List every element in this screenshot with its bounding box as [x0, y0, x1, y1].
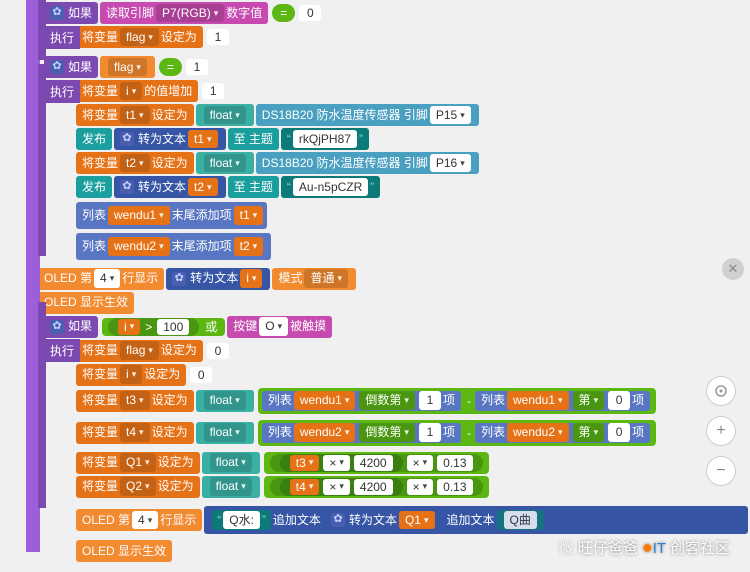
publish-2[interactable]: 发布 — [76, 176, 112, 198]
concat-text[interactable]: “ Q水: ” 追加文本 转为文本 Q1 追加文本 Q曲 — [204, 506, 748, 535]
val-1b[interactable]: 1 — [186, 59, 208, 75]
sensor-p15[interactable]: DS18B20 防水温度传感器 引脚 P15 — [256, 104, 479, 126]
gear-icon[interactable] — [120, 180, 134, 194]
exec-label-3: 执行 — [44, 339, 80, 362]
eq-op-1[interactable]: = — [272, 4, 295, 22]
set-t3[interactable]: 将变量 t3 设定为 — [76, 390, 194, 412]
oled-row-1[interactable]: OLED 第 4 行显示 — [38, 268, 164, 290]
float-cast-1[interactable]: float — [196, 104, 254, 126]
set-flag-1[interactable]: 将变量 flag 设定为 — [76, 26, 203, 48]
gear-icon[interactable] — [50, 6, 64, 20]
list-nth-1[interactable]: 列表 wendu1 第 0 项 — [475, 391, 650, 411]
inc-i[interactable]: 将变量 i 的值增加 — [76, 80, 198, 102]
minus-op-1[interactable]: 列表 wendu1 倒数第 1 项 - 列表 wendu1 第 0 项 — [258, 388, 656, 414]
list-nth-rev-1[interactable]: 列表 wendu1 倒数第 1 项 — [262, 391, 461, 411]
if-header-1[interactable]: 如果 — [44, 2, 98, 24]
read-pin-block[interactable]: 读取引脚 P7(RGB) 数字值 — [100, 2, 268, 24]
set-t1[interactable]: 将变量 t1 设定为 — [76, 104, 194, 126]
mul-op-1[interactable]: t3 × 4200 × 0.13 — [264, 452, 489, 474]
val-1a[interactable]: 1 — [207, 29, 229, 45]
totext-1[interactable]: 转为文本 t1 — [114, 128, 226, 150]
sensor-p16[interactable]: DS18B20 防水温度传感器 引脚 P16 — [256, 152, 479, 174]
eq-op-2[interactable]: = — [159, 58, 182, 76]
if-header-3[interactable]: 如果 — [44, 316, 98, 338]
gear-icon[interactable] — [50, 320, 64, 334]
set-t4[interactable]: 将变量 t4 设定为 — [76, 422, 194, 444]
or-op[interactable]: i > 100 或 — [102, 318, 225, 336]
val-1c[interactable]: 1 — [202, 83, 224, 99]
zoom-controls: + − — [706, 376, 736, 486]
oled-effect-2[interactable]: OLED 显示生效 — [76, 540, 172, 562]
set-flag-0[interactable]: 将变量 flag 设定为 — [76, 340, 203, 362]
var-flag-1[interactable]: flag — [120, 28, 159, 47]
gear-icon[interactable] — [50, 60, 64, 74]
if-header-2[interactable]: 如果 — [44, 56, 98, 78]
zoom-out-button[interactable]: − — [706, 456, 736, 486]
list-append-2[interactable]: 列表 wendu2 末尾添加项 t2 — [76, 233, 271, 260]
set-q1[interactable]: 将变量 Q1 设定为 — [76, 452, 200, 474]
exec-label-2: 执行 — [44, 80, 80, 103]
list-nth-2[interactable]: 列表 wendu2 第 0 项 — [475, 423, 650, 443]
publish-1[interactable]: 发布 — [76, 128, 112, 150]
pin-dd-p7[interactable]: P7(RGB) — [156, 4, 224, 23]
center-button[interactable] — [706, 376, 736, 406]
watermark: 微 旺仔爸爸 ●IT 创客社区 — [559, 537, 731, 558]
totext-i[interactable]: 转为文本 i — [166, 268, 270, 290]
topic-1[interactable]: “ rkQjPH87 ” — [281, 128, 369, 150]
flag-var-ref[interactable]: flag — [100, 56, 155, 78]
oled-row-2[interactable]: OLED 第 4 行显示 — [76, 509, 202, 531]
gear-icon[interactable] — [331, 513, 345, 527]
totext-2[interactable]: 转为文本 t2 — [114, 176, 226, 198]
list-nth-rev-2[interactable]: 列表 wendu2 倒数第 1 项 — [262, 423, 461, 443]
exec-label-1: 执行 — [44, 26, 80, 49]
gear-icon[interactable] — [120, 132, 134, 146]
close-icon[interactable]: ✕ — [722, 258, 744, 280]
oled-effect-1[interactable]: OLED 显示生效 — [38, 292, 134, 314]
set-q2[interactable]: 将变量 Q2 设定为 — [76, 476, 200, 498]
zoom-in-button[interactable]: + — [706, 416, 736, 446]
gear-icon[interactable] — [172, 272, 186, 286]
mul-op-2[interactable]: t4 × 4200 × 0.13 — [264, 476, 489, 498]
float-cast-2[interactable]: float — [196, 152, 254, 174]
list-append-1[interactable]: 列表 wendu1 末尾添加项 t1 — [76, 202, 267, 229]
val-0a[interactable]: 0 — [299, 5, 321, 21]
set-i-0[interactable]: 将变量 i 设定为 — [76, 364, 186, 386]
block-canvas[interactable]: 如果 读取引脚 P7(RGB) 数字值 = 0 执行 将变量 flag 设定为 … — [0, 0, 750, 572]
button-o[interactable]: 按键 O 被触摸 — [227, 316, 332, 338]
if-label: 如果 — [68, 5, 92, 22]
minus-op-2[interactable]: 列表 wendu2 倒数第 1 项 - 列表 wendu2 第 0 项 — [258, 420, 656, 446]
set-t2[interactable]: 将变量 t2 设定为 — [76, 152, 194, 174]
topic-2[interactable]: “ Au-n5pCZR ” — [281, 176, 380, 198]
if3-c-bar — [38, 302, 46, 508]
